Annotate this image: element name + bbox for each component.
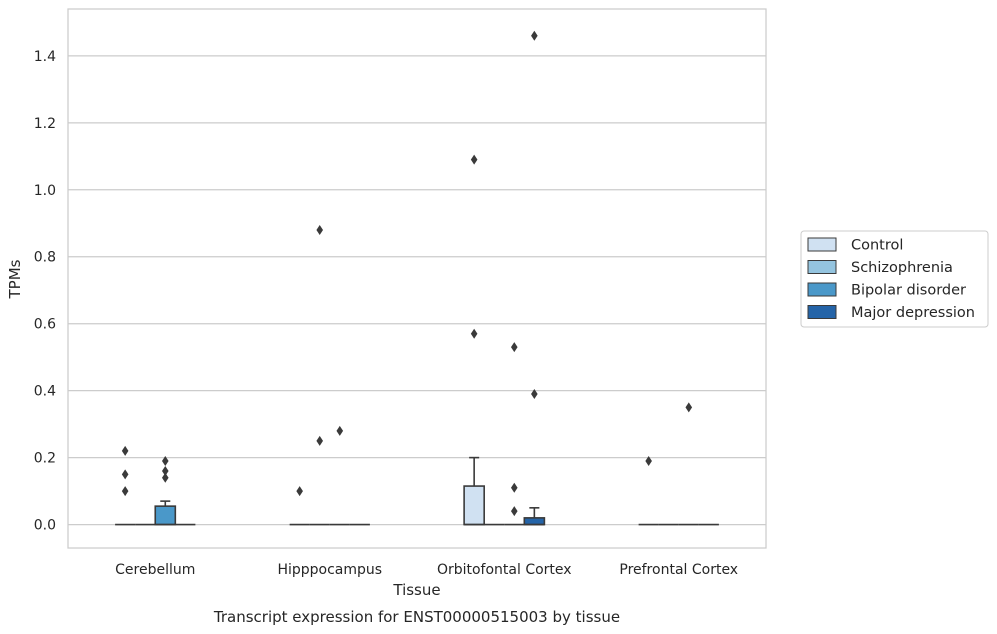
outlier-point: [531, 389, 538, 399]
y-tick-label: 0.6: [34, 317, 56, 333]
box-group: [678, 402, 699, 526]
x-tick-label: Orbitofontal Cortex: [437, 562, 572, 578]
box-group: [523, 30, 546, 526]
box-body: [523, 517, 546, 526]
box-body: [154, 505, 177, 526]
outlier-point: [161, 455, 169, 466]
outlier-point: [121, 445, 129, 456]
outlier-point: [161, 472, 169, 483]
legend-swatch: [807, 260, 837, 274]
outlier-point: [645, 455, 652, 466]
grid-lines: [68, 55, 766, 526]
box-group: [115, 445, 136, 526]
chart-title: Transcript expression for ENST0000051500…: [213, 608, 620, 626]
legend-label: Bipolar disorder: [851, 283, 966, 299]
box-body: [463, 485, 485, 526]
y-axis-ticks: 0.0 0.2 0.4 0.6 0.8 1.0 1.2 1.4: [34, 49, 56, 534]
x-tick-label: Prefrontal Cortex: [619, 562, 738, 578]
box-group: [154, 455, 177, 526]
outlier-point: [470, 328, 478, 339]
outlier-point: [316, 435, 324, 446]
outlier-point: [121, 469, 129, 480]
outlier-point: [470, 154, 478, 165]
outlier-point: [316, 224, 324, 235]
y-tick-label: 0.4: [34, 384, 56, 400]
y-tick-label: 0.2: [34, 451, 56, 467]
y-axis-label: TPMs: [6, 259, 24, 299]
outlier-point: [685, 402, 693, 413]
box-group: [289, 486, 310, 526]
outlier-point: [296, 486, 303, 497]
outlier-point: [510, 506, 518, 517]
y-tick-label: 0.8: [34, 250, 56, 266]
box-group: [638, 455, 659, 526]
outlier-point: [336, 425, 344, 436]
legend-label: Control: [851, 238, 903, 254]
x-tick-label: Cerebellum: [115, 562, 195, 578]
legend-label: Major depression: [851, 305, 975, 321]
legend-swatch: [807, 305, 837, 319]
x-tick-label: Hipppocampus: [277, 562, 382, 578]
y-tick-label: 0.0: [34, 518, 56, 534]
outlier-point: [161, 466, 169, 476]
box-group: [309, 224, 330, 526]
plot-area-frame: [67, 8, 767, 549]
legend-label: Schizophrenia: [851, 260, 953, 276]
box-group: [504, 342, 525, 526]
y-tick-label: 1.4: [34, 49, 56, 65]
box-plot-marks: [115, 30, 719, 526]
outlier-point: [531, 30, 538, 41]
outlier-point: [510, 482, 518, 493]
legend-swatch: [807, 237, 837, 252]
y-tick-label: 1.0: [34, 183, 56, 199]
outlier-point: [510, 342, 518, 353]
box-group: [463, 154, 485, 526]
legend-frame: [800, 230, 989, 328]
x-axis-ticks: Cerebellum Hipppocampus Orbitofontal Corte…: [115, 562, 738, 578]
legend: Control Schizophrenia Bipolar disorder Majo…: [800, 230, 989, 328]
x-axis-label: Tissue: [392, 581, 440, 599]
y-tick-label: 1.2: [34, 116, 56, 132]
outlier-point: [121, 486, 129, 497]
legend-swatch: [807, 282, 837, 297]
box-group: [329, 425, 350, 526]
